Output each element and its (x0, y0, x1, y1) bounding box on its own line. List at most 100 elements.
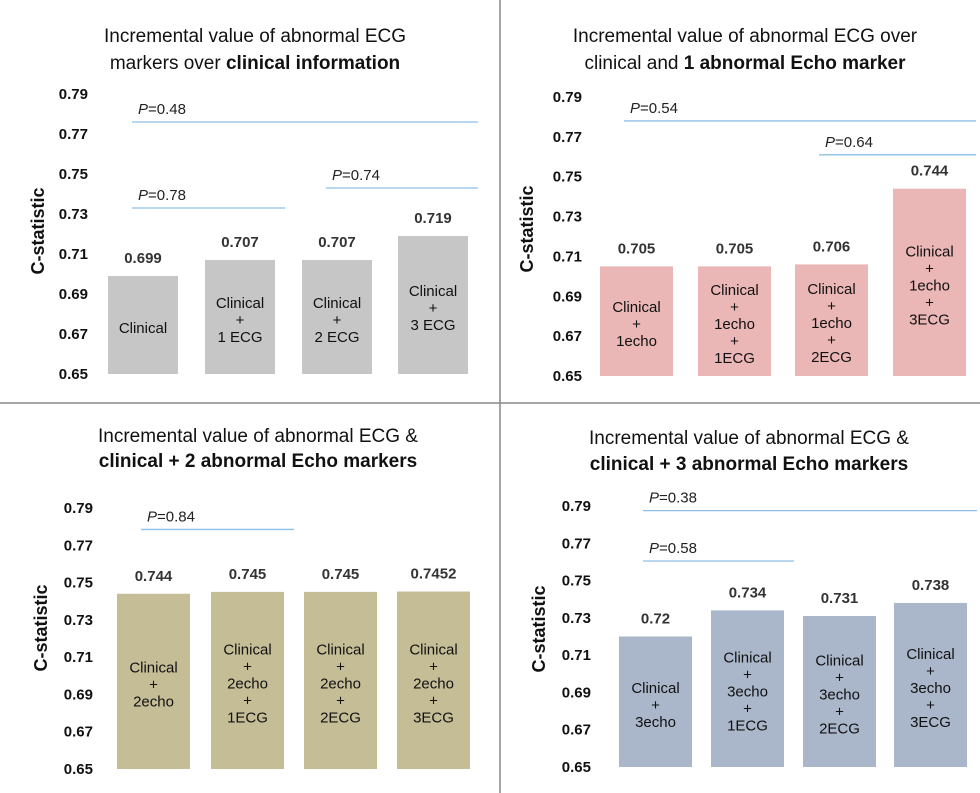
category-label-line: 2ECG (320, 709, 361, 726)
category-label-line: + (429, 300, 438, 317)
bar (205, 260, 275, 374)
category-label-line: + (336, 658, 345, 675)
bar-value-label: 0.707 (221, 234, 259, 251)
p-value-text: =0.48 (148, 101, 186, 118)
category-label-line: + (730, 299, 739, 316)
category-label-line: 1 ECG (217, 329, 262, 346)
bar (108, 276, 178, 374)
category-label-line: + (429, 692, 438, 709)
y-tick-label: 0.67 (64, 724, 93, 741)
category-label-line: + (926, 697, 935, 714)
category-label-line: Clinical (906, 646, 954, 663)
bar-value-label: 0.719 (414, 210, 452, 227)
category-label-line: 3echo (635, 714, 676, 731)
category-label-line: 2echo (320, 675, 361, 692)
chart-title-segment: clinical and (584, 53, 683, 74)
y-tick-label: 0.73 (562, 610, 591, 627)
category-label-line: 3echo (727, 684, 768, 701)
chart-title-segment: clinical information (226, 53, 400, 74)
bar (795, 264, 868, 376)
category-label-line: + (925, 260, 934, 277)
bar (211, 591, 284, 769)
bar-value-label: 0.72 (641, 611, 670, 628)
y-tick-label: 0.79 (553, 89, 582, 106)
y-tick-label: 0.67 (562, 722, 591, 739)
category-label-line: + (149, 676, 158, 693)
p-value-text: =0.74 (342, 167, 380, 184)
y-tick-label: 0.69 (64, 686, 93, 703)
category-label-line: + (236, 312, 245, 329)
bar (600, 266, 673, 376)
p-symbol: P (138, 187, 148, 204)
category-label-line: + (333, 312, 342, 329)
p-value-label: P=0.54 (630, 100, 678, 117)
category-label-line: + (743, 667, 752, 684)
p-value-label: P=0.64 (825, 134, 873, 151)
y-tick-label: 0.65 (562, 759, 591, 776)
bar-value-label: 0.745 (322, 566, 360, 583)
category-label-line: 2 ECG (314, 329, 359, 346)
category-label-line: 1ECG (727, 718, 768, 735)
category-label-line: 1echo (714, 316, 755, 333)
p-symbol: P (147, 508, 157, 525)
bar-value-label: 0.705 (618, 240, 656, 257)
chart-title-segment: clinical + 3 abnormal Echo markers (590, 454, 908, 475)
bar-value-label: 0.738 (912, 577, 950, 594)
category-label-line: Clinical (710, 282, 758, 299)
category-label-line: 1echo (811, 315, 852, 332)
y-tick-label: 0.71 (64, 649, 93, 666)
y-tick-label: 0.79 (562, 498, 591, 515)
p-value-text: =0.78 (148, 187, 186, 204)
bar (302, 260, 372, 374)
category-label-line: + (632, 316, 641, 333)
y-tick-label: 0.69 (59, 286, 88, 303)
p-symbol: P (630, 100, 640, 117)
y-tick-label: 0.77 (553, 129, 582, 146)
category-label-line: + (243, 658, 252, 675)
bar-value-label: 0.731 (821, 590, 859, 607)
bar-value-label: 0.744 (911, 163, 949, 180)
category-label-line: Clinical (612, 299, 660, 316)
category-label-line: 1ECG (227, 709, 268, 726)
category-label-line: + (925, 294, 934, 311)
category-label-line: Clinical (815, 652, 863, 669)
category-label-line: 3ECG (909, 311, 950, 328)
y-axis-label: C-statistic (31, 584, 51, 671)
p-value-label: P=0.58 (649, 540, 697, 557)
p-value-text: =0.64 (835, 134, 873, 151)
bar (398, 236, 468, 374)
bar-value-label: 0.745 (229, 566, 267, 583)
p-value-label: P=0.38 (649, 490, 697, 507)
bar-value-label: 0.744 (135, 568, 173, 585)
category-label-line: Clinical (905, 243, 953, 260)
category-label-line: Clinical (631, 680, 679, 697)
p-value-text: =0.38 (659, 490, 697, 507)
y-axis-label: C-statistic (28, 187, 48, 274)
bar-value-label: 0.706 (813, 238, 851, 255)
category-label-line: + (827, 332, 836, 349)
category-label-line: Clinical (409, 283, 457, 300)
bar (711, 610, 784, 767)
bar (397, 591, 470, 769)
p-value-text: =0.84 (157, 508, 195, 525)
category-label-line: + (835, 703, 844, 720)
bar-value-label: 0.705 (716, 240, 754, 257)
bar-value-label: 0.699 (124, 250, 162, 267)
bar (894, 602, 967, 767)
category-label-line: 2echo (413, 675, 454, 692)
category-label-line: + (827, 298, 836, 315)
category-label-line: 3echo (819, 686, 860, 703)
y-tick-label: 0.77 (562, 535, 591, 552)
y-tick-label: 0.65 (553, 368, 582, 385)
chart-title-segment: Incremental value of abnormal ECG over (573, 26, 918, 47)
category-label-line: Clinical (223, 641, 271, 658)
category-label-line: 2echo (133, 693, 174, 710)
y-tick-label: 0.75 (553, 169, 582, 186)
y-tick-label: 0.65 (59, 366, 88, 383)
category-label-line: 3 ECG (410, 317, 455, 334)
category-label-line: 2echo (227, 675, 268, 692)
category-label-line: 3ECG (910, 714, 951, 731)
category-label-line: + (743, 701, 752, 718)
chart-title-segment: Incremental value of abnormal ECG & (98, 426, 418, 447)
